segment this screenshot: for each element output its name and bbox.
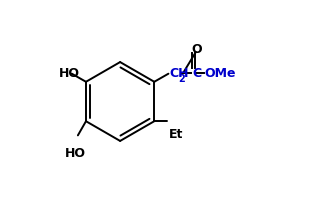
Text: OMe: OMe (205, 67, 236, 80)
Text: O: O (191, 43, 202, 56)
Text: 2: 2 (178, 73, 185, 83)
Text: HO: HO (59, 67, 80, 80)
Text: Et: Et (168, 128, 183, 141)
Text: CH: CH (169, 67, 189, 80)
Text: HO: HO (66, 147, 86, 160)
Text: C: C (192, 67, 201, 80)
